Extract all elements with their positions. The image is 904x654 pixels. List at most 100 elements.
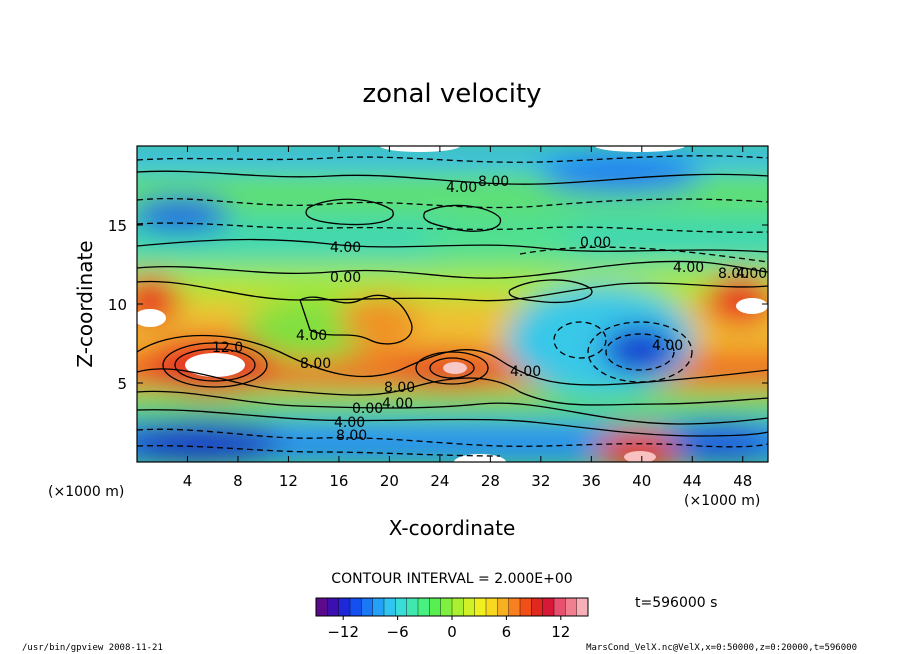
plot-area xyxy=(137,146,768,462)
x-unit-right: (×1000 m) xyxy=(684,493,760,509)
colorbar-swatch xyxy=(429,598,442,616)
colorbar-swatch xyxy=(338,598,351,616)
contour-label: 8.00 xyxy=(384,380,415,396)
contour-label: 4.00 xyxy=(296,328,327,344)
colorbar-swatch xyxy=(508,598,521,616)
contour-label: 4.00 xyxy=(330,240,361,256)
colorbar-swatch xyxy=(372,598,385,616)
y-axis-ticks: 5 10 15 xyxy=(108,217,768,393)
contour-label: 12.0 xyxy=(212,340,243,356)
contour-interval-label: CONTOUR INTERVAL = 2.000E+00 xyxy=(331,571,572,587)
contour-label: 8.00 xyxy=(336,428,367,444)
contour-line xyxy=(137,334,768,386)
x-tick-label: 40 xyxy=(632,472,651,490)
core-pink-bottom xyxy=(624,451,656,462)
colorbar-swatch xyxy=(406,598,419,616)
contour-line xyxy=(508,279,593,304)
x-tick-label: 36 xyxy=(582,472,601,490)
neg-contour xyxy=(137,428,768,448)
colorbar-swatch xyxy=(542,598,555,616)
x-tick-label: 12 xyxy=(279,472,298,490)
core-white-left xyxy=(185,353,245,377)
contour-line xyxy=(137,260,768,279)
chart-title: zonal velocity xyxy=(362,79,541,109)
y-tick-label: 15 xyxy=(108,217,127,235)
neg-contour xyxy=(137,445,501,457)
contour-line xyxy=(137,368,768,406)
x-tick-label: 28 xyxy=(481,472,500,490)
contour-label: 0.00 xyxy=(352,401,383,417)
contour-lines xyxy=(137,170,768,437)
contour-label: 8.00 xyxy=(718,266,749,282)
negative-contours xyxy=(137,155,768,457)
contour-labels: 4.00 8.004.000.000.004.00 8.004.0012.04.00… xyxy=(212,174,767,444)
neg-contour xyxy=(519,246,768,263)
contour-label: 4.00 xyxy=(334,415,365,431)
contour-label: 4.00 xyxy=(652,338,683,354)
contour-label: 4.00 xyxy=(510,364,541,380)
contour-label: 0.00 xyxy=(330,270,361,286)
blob-blue-upper-left xyxy=(137,197,230,233)
contour-line xyxy=(162,342,268,388)
colorbar-swatch xyxy=(452,598,464,616)
core-pink-center xyxy=(443,362,467,374)
blob-orange-mid xyxy=(340,295,420,345)
colorbar-swatch xyxy=(531,598,544,616)
neg-contour xyxy=(137,155,768,163)
blob-blue-top-right xyxy=(540,157,700,193)
neg-contour xyxy=(587,321,693,383)
colorbar-swatch xyxy=(418,598,430,616)
contour-line xyxy=(137,238,768,253)
contour-line xyxy=(137,280,768,302)
x-tick-label: 32 xyxy=(531,472,550,490)
colorbar-swatch xyxy=(327,598,340,616)
band-top-blue xyxy=(137,146,768,170)
x-tick-label: 48 xyxy=(733,472,752,490)
colorbar-tick-label: −6 xyxy=(387,623,409,641)
contour-label: 4.00 xyxy=(382,396,413,412)
neg-contour xyxy=(553,321,607,359)
x-unit-left: (×1000 m) xyxy=(48,484,124,500)
contour-label: 4.00 xyxy=(736,266,767,282)
contour-line xyxy=(415,351,489,385)
colorbar-tick-label: 12 xyxy=(551,623,570,641)
colorbar-swatch xyxy=(395,598,408,616)
x-axis-label: X-coordinate xyxy=(389,516,516,540)
contour-line xyxy=(305,198,394,226)
colorbar-swatch xyxy=(576,598,589,616)
contour-label: 4.00 xyxy=(446,180,477,196)
neg-contour xyxy=(137,222,768,233)
blob-red-right-edge xyxy=(705,275,768,325)
blob-blue-core xyxy=(602,326,678,374)
contour-label: 8.00 xyxy=(300,356,331,372)
y-tick-label: 10 xyxy=(108,296,127,314)
x-tick-label: 24 xyxy=(430,472,449,490)
contour-label: 0.00 xyxy=(580,235,611,251)
footer-left: /usr/bin/gpview 2008-11-21 xyxy=(22,643,163,653)
blob-blue-bottom-left xyxy=(137,418,280,462)
x-tick-label: 8 xyxy=(233,472,243,490)
colorbar-ticks: −12 −6 0 6 12 xyxy=(327,616,570,641)
colorbar-swatch xyxy=(316,598,328,616)
contour-line xyxy=(137,170,768,185)
y-axis-label: Z-coordinate xyxy=(73,240,97,367)
colorbar-swatch xyxy=(474,598,487,616)
core-white-edge-left xyxy=(137,309,166,327)
x-tick-label: 44 xyxy=(683,472,702,490)
colorbar-swatch xyxy=(463,598,476,616)
contour-line xyxy=(137,390,768,425)
contour-label: 8.00 xyxy=(478,174,509,190)
contour-line xyxy=(137,409,768,437)
contour-line xyxy=(174,348,256,382)
y-tick-label: 5 xyxy=(117,375,127,393)
colorbar-swatch xyxy=(486,598,498,616)
contour-line xyxy=(299,294,413,345)
colorbar-tick-label: 6 xyxy=(502,623,512,641)
colorbar-swatch xyxy=(350,598,362,616)
x-tick-label: 16 xyxy=(329,472,348,490)
contour-line xyxy=(429,357,475,379)
x-tick-label: 20 xyxy=(380,472,399,490)
colorbar-tick-label: 0 xyxy=(447,623,457,641)
colorbar-swatch xyxy=(440,598,453,616)
